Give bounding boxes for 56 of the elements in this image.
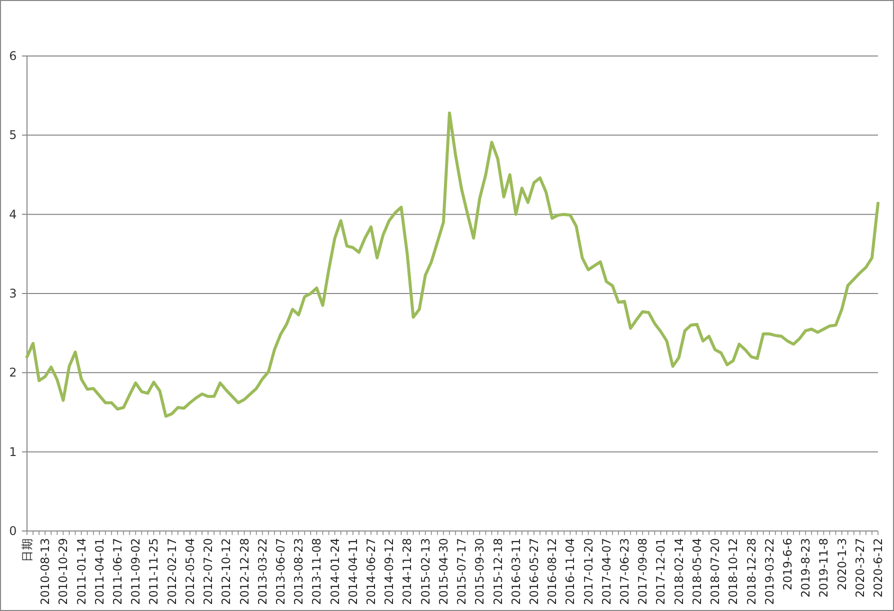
x-tick-label: 2014-04-11 bbox=[346, 538, 360, 605]
x-tick-label: 2019-11-8 bbox=[816, 538, 831, 598]
x-tick-label: 2016-05-27 bbox=[526, 538, 541, 605]
x-tick-label: 2014-01-24 bbox=[328, 538, 342, 605]
x-tick-label: 2012-10-12 bbox=[219, 538, 234, 605]
x-tick-label: 2012-05-04 bbox=[182, 538, 197, 605]
x-tick-label: 2015-12-18 bbox=[490, 538, 505, 605]
y-tick-label: 3 bbox=[9, 286, 17, 300]
x-tick-label: 2011-11-25 bbox=[146, 538, 161, 605]
x-tick-label: 2013-11-08 bbox=[310, 538, 324, 605]
x-tick-label: 2018-10-12 bbox=[726, 538, 740, 605]
x-tick-label: 2019-8-23 bbox=[798, 538, 813, 598]
x-tick-label: 2015-04-30 bbox=[436, 538, 450, 605]
y-tick-label: 1 bbox=[9, 444, 17, 459]
x-tick-label: 2017-06-23 bbox=[618, 538, 632, 605]
x-tick-label: 2020-1-3 bbox=[834, 538, 849, 590]
x-tick-label: 2015-09-30 bbox=[472, 538, 487, 605]
x-tick-label: 2018-12-28 bbox=[744, 538, 758, 605]
y-tick-label: 6 bbox=[9, 49, 17, 63]
x-tick-label: 2019-6-6 bbox=[780, 538, 794, 590]
x-tick-label: 2020-6-12 bbox=[871, 538, 885, 598]
x-tick-label: 2015-02-13 bbox=[418, 538, 432, 605]
x-tick-label: 2018-05-04 bbox=[690, 538, 704, 605]
x-tick-label: 2017-09-08 bbox=[636, 538, 650, 605]
x-tick-label: 2011-06-17 bbox=[110, 538, 125, 605]
x-tick-label: 2010-08-13 bbox=[38, 538, 52, 605]
x-tick-label: 2016-11-04 bbox=[563, 538, 578, 605]
x-tick-label: 2014-11-28 bbox=[400, 538, 414, 605]
x-tick-label: 2013-08-23 bbox=[292, 538, 306, 605]
x-tick-label: 2018-02-14 bbox=[672, 538, 686, 605]
x-tick-label: 2016-08-12 bbox=[545, 538, 560, 605]
x-tick-label: 2018-07-20 bbox=[708, 538, 722, 605]
x-tick-label: 2017-04-07 bbox=[599, 538, 614, 605]
y-tick-label: 5 bbox=[9, 128, 17, 142]
y-tick-label: 0 bbox=[9, 524, 17, 538]
x-tick-label: 2012-02-17 bbox=[164, 538, 179, 605]
y-tick-label: 2 bbox=[9, 366, 17, 380]
x-tick-label: 日期 bbox=[20, 538, 34, 562]
x-tick-label: 2017-01-20 bbox=[581, 538, 596, 605]
x-tick-label: 2020-3-27 bbox=[852, 538, 867, 598]
x-tick-label: 2013-03-22 bbox=[255, 538, 270, 605]
x-tick-label: 2012-07-20 bbox=[201, 538, 216, 605]
x-tick-label: 2014-06-27 bbox=[364, 538, 378, 605]
y-tick-label: 4 bbox=[9, 207, 17, 222]
x-tick-label: 2016-03-11 bbox=[508, 538, 523, 605]
x-tick-label: 2010-10-29 bbox=[56, 538, 70, 605]
x-tick-label: 2012-12-28 bbox=[237, 538, 252, 605]
x-tick-label: 2019-03-22 bbox=[762, 538, 776, 605]
x-tick-label: 2011-01-14 bbox=[74, 538, 88, 605]
x-tick-label: 2013-06-07 bbox=[273, 538, 288, 605]
x-tick-label: 2017-12-01 bbox=[654, 538, 668, 605]
x-tick-label: 2014-09-12 bbox=[382, 538, 396, 605]
x-tick-label: 2011-09-02 bbox=[128, 538, 143, 605]
x-tick-label: 2011-04-01 bbox=[92, 538, 106, 605]
x-tick-label: 2015-07-17 bbox=[454, 538, 469, 605]
line-series bbox=[26, 112, 880, 418]
